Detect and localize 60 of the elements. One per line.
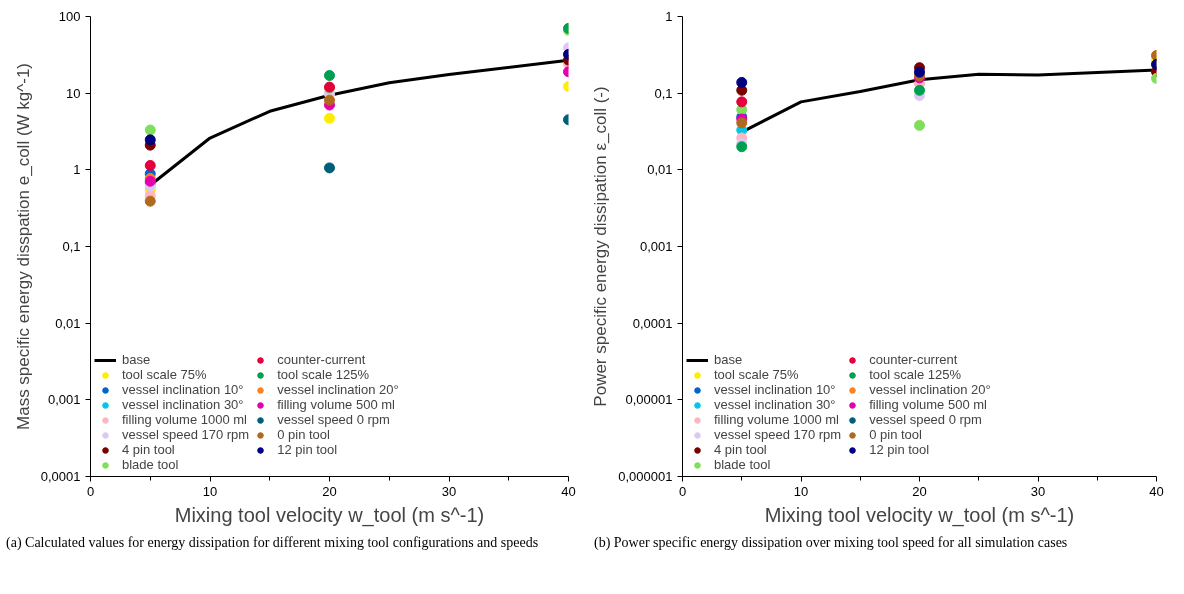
x-tick-label: 40 xyxy=(561,483,576,499)
x-axis-title: Mixing tool velocity w_tool (m s^-1) xyxy=(174,503,485,527)
x-tick-label: 10 xyxy=(793,483,809,499)
legend-label: 0 pin tool xyxy=(277,427,330,442)
legend-label: tool scale 125% xyxy=(277,367,369,382)
y-tick-label: 10 xyxy=(66,85,81,101)
y-tick-label: 1 xyxy=(73,162,81,178)
legend-label: tool scale 125% xyxy=(869,367,961,382)
y-axis-title: Power specific energy dissipation ε_coll (-) xyxy=(591,86,611,407)
y-axis-title: Mass specific energy disspation e_coll (W kg^-1) xyxy=(13,62,33,430)
legend-label: filling volume 500 ml xyxy=(277,397,395,412)
x-tick-label: 0 xyxy=(678,483,687,499)
legend-label: vessel inclination 10° xyxy=(122,382,244,397)
x-tick-label: 30 xyxy=(441,483,457,499)
x-axis-title: Mixing tool velocity w_tool (m s^-1) xyxy=(764,503,1075,527)
legend-label: vessel inclination 20° xyxy=(869,382,991,397)
text: (b) Power specific energy dissipation over mixing tool speed for all simulation cases xyxy=(594,534,1068,552)
y-tick-label: 1 xyxy=(665,9,673,24)
y-tick-label: 0,000001 xyxy=(618,469,673,484)
y-tick-label: 100 xyxy=(58,9,81,24)
y-tick-label: 0,1 xyxy=(654,85,673,101)
legend-label: vessel speed 0 rpm xyxy=(869,412,982,427)
legend-label: 4 pin tool xyxy=(714,442,767,457)
y-tick-label: 0,001 xyxy=(639,239,673,254)
x-tick-label: 0 xyxy=(86,483,95,499)
text: (a) Calculated values for energy dissipation for different mixing tool configurations and speeds xyxy=(6,534,539,552)
legend-label: vessel inclination 10° xyxy=(714,382,836,397)
legend-label: 4 pin tool xyxy=(122,442,175,457)
legend-label: vessel speed 170 rpm xyxy=(714,427,842,442)
legend-label: 0 pin tool xyxy=(869,427,922,442)
x-tick-label: 20 xyxy=(912,483,927,499)
x-tick-label: 40 xyxy=(1149,483,1164,499)
y-tick-label: 0,001 xyxy=(47,392,81,408)
legend-label: filling volume 500 ml xyxy=(869,397,987,412)
legend-label: base xyxy=(122,352,151,367)
legend-label: counter-current xyxy=(869,352,958,367)
legend-label: 12 pin tool xyxy=(277,442,338,457)
legend-label: blade tool xyxy=(714,457,771,472)
legend-label: blade tool xyxy=(122,457,179,472)
y-tick-label: 0,01 xyxy=(55,315,81,331)
x-tick-label: 20 xyxy=(322,483,337,499)
y-tick-label: 0,00001 xyxy=(625,392,673,408)
legend-label: vessel speed 0 rpm xyxy=(277,412,390,427)
y-tick-label: 0,0001 xyxy=(40,469,81,484)
legend-label: vessel speed 170 rpm xyxy=(122,427,250,442)
legend-label: tool scale 75% xyxy=(122,367,207,382)
legend-label: base xyxy=(714,352,743,367)
legend-label: 12 pin tool xyxy=(869,442,930,457)
legend-label: counter-current xyxy=(277,352,366,367)
y-tick-label: 0,1 xyxy=(62,239,81,254)
x-tick-label: 10 xyxy=(202,483,218,499)
legend-label: vessel inclination 30° xyxy=(122,397,244,412)
legend-label: filling volume 1000 ml xyxy=(122,412,248,427)
x-tick-label: 30 xyxy=(1030,483,1046,499)
legend-label: tool scale 75% xyxy=(714,367,799,382)
legend-label: filling volume 1000 ml xyxy=(714,412,840,427)
legend-label: vessel inclination 20° xyxy=(277,382,399,397)
y-tick-label: 0,0001 xyxy=(632,315,673,331)
y-tick-label: 0,01 xyxy=(647,162,673,178)
legend-label: vessel inclination 30° xyxy=(714,397,836,412)
